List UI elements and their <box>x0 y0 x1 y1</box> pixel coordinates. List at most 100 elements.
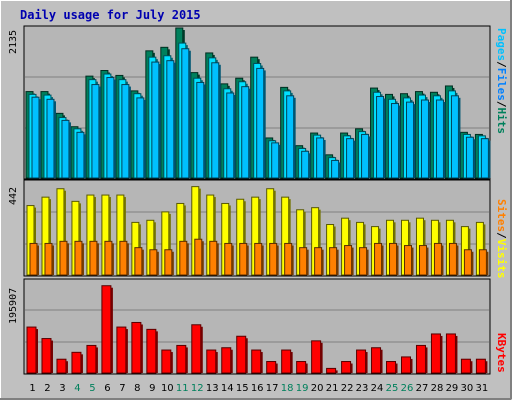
legend-middle: Sites/Visits <box>495 199 508 279</box>
bar-kbytes-day-27 <box>415 344 428 374</box>
panel-top <box>23 25 491 180</box>
day-label-27: 27 <box>415 383 429 394</box>
day-label-26: 26 <box>400 383 414 394</box>
bar-kbytes-day-30 <box>460 358 473 374</box>
day-label-5: 5 <box>89 383 96 394</box>
bar-sites-day-30 <box>463 249 474 276</box>
bar-kbytes-day-19 <box>296 361 308 374</box>
bar-kbytes-day-3 <box>56 358 68 374</box>
legend-sep: / <box>495 232 508 239</box>
bar-kbytes-day-17 <box>266 361 278 374</box>
bar-pages-day-10 <box>166 60 176 179</box>
bar-pages-day-11 <box>181 48 191 179</box>
day-label-22: 22 <box>340 383 354 394</box>
legend-pages: Pages <box>495 28 508 62</box>
bar-kbytes-day-28 <box>430 333 443 374</box>
bar-sites-day-3 <box>59 240 69 276</box>
day-label-20: 20 <box>310 383 324 394</box>
day-label-9: 9 <box>149 383 156 394</box>
bar-kbytes-day-18 <box>281 349 293 374</box>
bar-sites-day-31 <box>478 249 489 276</box>
bar-pages-day-18 <box>286 95 296 179</box>
bar-sites-day-16 <box>254 242 264 276</box>
bar-pages-day-5 <box>91 84 101 179</box>
day-label-21: 21 <box>325 383 339 394</box>
day-label-10: 10 <box>160 383 174 394</box>
bar-kbytes-day-16 <box>251 349 263 374</box>
day-label-29: 29 <box>445 383 459 394</box>
bar-sites-day-26 <box>404 245 414 276</box>
bar-sites-day-27 <box>418 245 429 276</box>
bar-sites-day-18 <box>284 242 294 276</box>
bar-kbytes-day-20 <box>311 340 323 374</box>
legend-bottom: KBytes <box>495 333 508 373</box>
day-label-24: 24 <box>370 383 384 394</box>
bar-sites-day-24 <box>374 242 384 276</box>
bar-pages-day-23 <box>361 133 371 179</box>
bar-pages-day-7 <box>121 84 131 179</box>
bars-kbytes <box>26 285 488 374</box>
bar-sites-day-19 <box>299 247 309 276</box>
bar-sites-day-1 <box>29 242 39 276</box>
day-label-25: 25 <box>385 383 399 394</box>
bar-kbytes-day-9 <box>146 328 158 374</box>
legend-visits: Visits <box>495 238 508 279</box>
day-label-6: 6 <box>104 383 111 394</box>
bar-sites-day-4 <box>74 240 84 276</box>
bar-pages-day-9 <box>151 61 161 179</box>
bar-kbytes-day-22 <box>341 361 353 374</box>
day-label-2: 2 <box>44 383 51 394</box>
bar-kbytes-day-1 <box>26 326 38 374</box>
bar-sites-day-20 <box>314 247 324 276</box>
bar-pages-day-26 <box>406 101 416 179</box>
bar-kbytes-day-29 <box>445 333 458 374</box>
bar-kbytes-day-10 <box>161 349 173 374</box>
bar-pages-day-21 <box>331 159 341 179</box>
legend-sites: Sites <box>495 199 508 233</box>
chart-title: Daily usage for July 2015 <box>20 8 201 22</box>
bar-pages-day-14 <box>226 92 236 179</box>
ymax-label-top: 2135 <box>8 29 19 54</box>
legend-top: Pages/Files/Hits <box>495 28 508 134</box>
legend-hits: Hits <box>495 107 508 135</box>
legend-files: Files <box>495 67 508 101</box>
bars-sites-visits <box>26 186 489 276</box>
bar-kbytes-day-31 <box>475 358 488 374</box>
bar-pages-day-12 <box>196 81 206 179</box>
day-label-1: 1 <box>29 383 36 394</box>
bar-sites-day-28 <box>433 242 444 276</box>
bar-pages-day-6 <box>106 77 116 179</box>
bar-pages-day-1 <box>31 96 41 179</box>
bar-pages-day-16 <box>256 67 266 179</box>
bar-kbytes-day-11 <box>176 344 188 374</box>
bar-kbytes-day-2 <box>41 338 53 374</box>
bar-sites-day-15 <box>239 242 249 276</box>
bar-sites-day-2 <box>44 242 54 276</box>
bar-kbytes-day-7 <box>116 326 128 374</box>
bar-sites-day-5 <box>89 240 99 276</box>
bar-pages-day-31 <box>480 138 491 179</box>
bar-sites-day-8 <box>134 247 144 276</box>
bar-sites-day-10 <box>164 249 174 276</box>
bar-pages-day-30 <box>465 136 476 179</box>
bar-kbytes-day-14 <box>221 347 233 374</box>
bar-sites-day-17 <box>269 242 279 276</box>
panel-middle <box>23 179 491 277</box>
bar-sites-day-21 <box>329 247 339 276</box>
ymax-label-middle: 442 <box>8 186 19 205</box>
day-label-17: 17 <box>265 383 279 394</box>
bar-pages-day-20 <box>316 137 326 179</box>
day-label-11: 11 <box>175 383 189 394</box>
legend-sep: / <box>495 61 508 68</box>
bar-pages-day-4 <box>76 131 86 179</box>
day-label-7: 7 <box>119 383 126 394</box>
day-label-23: 23 <box>355 383 369 394</box>
bar-pages-day-19 <box>301 150 311 179</box>
bar-pages-day-15 <box>241 86 251 179</box>
bar-pages-day-13 <box>211 62 221 179</box>
bar-pages-day-17 <box>271 142 281 179</box>
bar-sites-day-29 <box>448 242 459 276</box>
bar-pages-day-29 <box>450 95 461 179</box>
